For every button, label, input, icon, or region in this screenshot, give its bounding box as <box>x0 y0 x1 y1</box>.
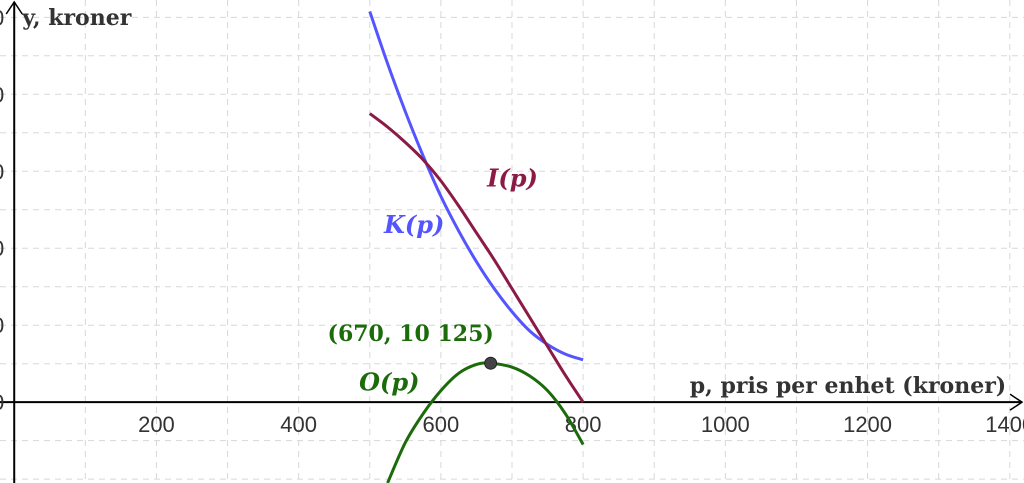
curve-op <box>386 361 585 483</box>
x-tick-label: 400 <box>280 412 317 437</box>
max-point <box>484 356 498 370</box>
y-tick-label: 0 <box>0 390 4 415</box>
x-tick-label: 1400 <box>985 412 1024 437</box>
y-tick-label: 60000 <box>0 159 4 184</box>
series-label-kp: K(p) <box>383 210 444 239</box>
y-tick-label: 100000 <box>0 5 4 30</box>
y-axis-arrow <box>5 0 23 15</box>
x-tick-label: 1000 <box>701 412 750 437</box>
series-label-ip: I(p) <box>486 164 538 193</box>
y-axis-label: y, kroner <box>21 5 131 31</box>
curve-ip <box>368 112 585 404</box>
annotations: K(p) I(p) O(p) (670, 10 125) <box>328 164 538 397</box>
x-tick-label: 200 <box>138 412 175 437</box>
x-axis-arrow <box>1009 393 1024 411</box>
curve-kp <box>368 11 584 362</box>
y-tick-label: 40000 <box>0 236 4 261</box>
y-tick-label: 80000 <box>0 82 4 107</box>
max-point-label: (670, 10 125) <box>328 321 494 347</box>
y-tick-label: 20000 <box>0 313 4 338</box>
curves <box>368 11 585 483</box>
x-tick-label: 600 <box>423 412 460 437</box>
series-label-op: O(p) <box>359 368 419 397</box>
tick-labels: 2004006008001000120014000200004000060000… <box>0 5 1024 437</box>
x-tick-label: 1200 <box>843 412 892 437</box>
x-axis-label: p, pris per enhet (kroner) <box>690 373 1006 399</box>
